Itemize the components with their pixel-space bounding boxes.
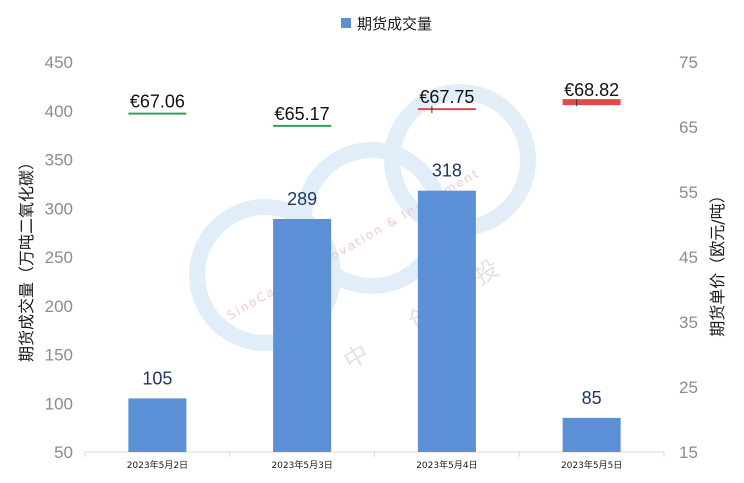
y-axis-right: 15 25 35 45 55 65 75 [679,53,698,462]
legend-swatch [341,18,351,28]
bar-value-label: 105 [142,368,172,388]
x-tick-label: 2023年5月4日 [416,459,477,471]
y-tick-label-left: 300 [45,199,73,218]
price-marker-label: €67.75 [419,87,474,107]
bar [562,417,621,452]
bar-value-label: 318 [432,161,462,181]
x-tick-label: 2023年5月2日 [127,459,188,471]
bar-series: 105 289 318 85 [128,161,621,452]
legend-label: 期货成交量 [357,15,432,33]
price-marker-label: €68.82 [564,80,619,100]
y-axis-title-left: 期货成交量（万吨二氧化碳） [17,154,36,362]
watermark-chinese-char-1: 中 [339,339,374,375]
watermark-logo: SinoCarbon Innovation & Investment 中 创 投 [189,84,536,375]
bar-value-label: 289 [287,189,317,209]
y-tick-label-right: 45 [679,248,698,267]
x-axis: 2023年5月2日 2023年5月3日 2023年5月4日 2023年5月5日 [84,452,665,471]
y-tick-label-right: 25 [679,378,698,397]
y-axis-left: 50 100 150 200 250 300 350 400 450 [45,53,73,462]
bar [273,218,332,452]
bar [128,398,187,452]
y-tick-label-left: 400 [45,102,73,121]
y-axis-title-right: 期货单价（欧元/吨） [708,187,727,336]
bar-value-label: 85 [582,388,602,408]
y-tick-label-right: 55 [679,183,698,202]
y-tick-label-right: 65 [679,118,698,137]
legend: 期货成交量 [341,15,432,33]
y-tick-label-right: 75 [679,53,698,72]
y-tick-label-right: 15 [679,443,698,462]
x-tick-label: 2023年5月3日 [271,459,332,471]
price-markers: €67.06 €65.17 €67.75 €68.82 [128,80,621,127]
x-tick-label: 2023年5月5日 [561,459,622,471]
y-tick-label-right: 35 [679,313,698,332]
y-tick-label-left: 250 [45,248,73,267]
y-tick-label-left: 450 [45,53,73,72]
y-tick-label-left: 50 [54,443,73,462]
price-marker-label: €65.17 [275,104,330,124]
bar [417,190,476,452]
y-tick-label-left: 150 [45,346,73,365]
y-tick-label-left: 350 [45,151,73,170]
price-marker-label: €67.06 [130,92,185,112]
y-tick-label-left: 200 [45,297,73,316]
y-tick-label-left: 100 [45,394,73,413]
